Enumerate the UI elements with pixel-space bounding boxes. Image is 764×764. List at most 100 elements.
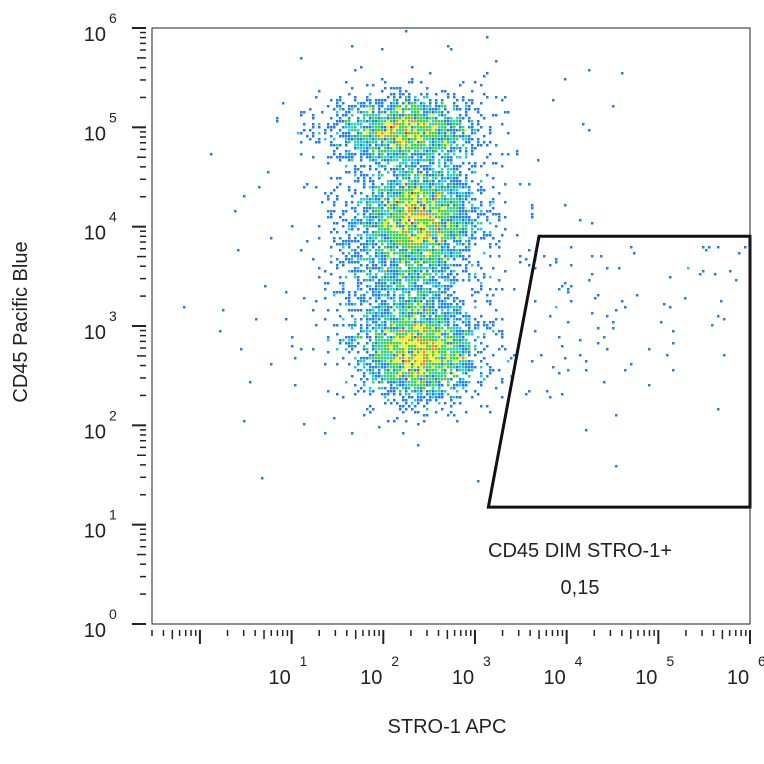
density-dot [480, 372, 483, 375]
density-dot [423, 369, 426, 372]
density-dot [411, 192, 414, 195]
density-dot [417, 291, 420, 294]
density-dot [381, 228, 384, 231]
density-dot [474, 207, 477, 210]
density-dot [444, 288, 447, 291]
density-dot [354, 291, 357, 294]
density-dot [324, 132, 327, 135]
density-dot [312, 117, 315, 120]
density-dot [564, 357, 567, 360]
density-dot [330, 210, 333, 213]
density-dot [465, 153, 468, 156]
density-dot [453, 237, 456, 240]
density-dot [414, 300, 417, 303]
density-dot [453, 312, 456, 315]
density-dot [393, 324, 396, 327]
gate-polygon[interactable] [486, 234, 752, 509]
density-dot [480, 360, 483, 363]
density-dot [384, 165, 387, 168]
density-dot [309, 138, 312, 141]
density-dot [447, 234, 450, 237]
density-dot [396, 174, 399, 177]
density-dot [405, 153, 408, 156]
density-dot [369, 141, 372, 144]
density-dot [324, 270, 327, 273]
density-dot [411, 279, 414, 282]
density-dot [489, 126, 492, 129]
density-dot [435, 192, 438, 195]
density-dot [372, 240, 375, 243]
density-dot [390, 225, 393, 228]
density-dot [393, 378, 396, 381]
density-dot [393, 234, 396, 237]
density-dot [462, 333, 465, 336]
density-dot [447, 285, 450, 288]
density-dot [423, 321, 426, 324]
density-dot [375, 123, 378, 126]
density-dot [369, 324, 372, 327]
density-dot [405, 279, 408, 282]
density-dot [414, 153, 417, 156]
density-dot [429, 354, 432, 357]
density-dot [435, 366, 438, 369]
density-dot [429, 213, 432, 216]
density-dot [381, 207, 384, 210]
density-dot [354, 294, 357, 297]
density-dot [474, 165, 477, 168]
density-dot [438, 198, 441, 201]
density-dot [438, 225, 441, 228]
density-dot [393, 366, 396, 369]
density-dot [363, 177, 366, 180]
density-dot [411, 165, 414, 168]
density-dot [402, 249, 405, 252]
density-dot [432, 339, 435, 342]
density-dot [462, 300, 465, 303]
density-dot [420, 315, 423, 318]
density-dot [414, 159, 417, 162]
density-dot [462, 201, 465, 204]
density-dot [399, 186, 402, 189]
density-dot [471, 102, 474, 105]
density-dot [414, 315, 417, 318]
density-dot [420, 243, 423, 246]
density-dot [429, 366, 432, 369]
density-dot [444, 231, 447, 234]
density-dot [435, 183, 438, 186]
density-dot [408, 240, 411, 243]
density-dot [426, 150, 429, 153]
density-dot [321, 111, 324, 114]
density-dot [375, 249, 378, 252]
density-dot [378, 105, 381, 108]
density-dot [456, 201, 459, 204]
density-dot [348, 246, 351, 249]
density-dot [384, 306, 387, 309]
density-dot [456, 243, 459, 246]
density-dot [219, 330, 222, 333]
density-dot [465, 357, 468, 360]
density-dot [366, 309, 369, 312]
density-dot [387, 342, 390, 345]
density-dot [432, 381, 435, 384]
density-dot [342, 288, 345, 291]
density-dot [300, 348, 303, 351]
density-dot [465, 174, 468, 177]
density-dot [705, 249, 708, 252]
density-dot [438, 147, 441, 150]
density-dot [423, 297, 426, 300]
density-dot [381, 261, 384, 264]
density-dot [405, 321, 408, 324]
density-dot [402, 375, 405, 378]
density-dot [423, 123, 426, 126]
density-dot [432, 312, 435, 315]
density-dot [411, 138, 414, 141]
density-dot [369, 105, 372, 108]
density-dot [402, 240, 405, 243]
density-dot [300, 114, 303, 117]
density-dot [438, 363, 441, 366]
density-dot [360, 138, 363, 141]
density-dot [555, 306, 558, 309]
density-dot [351, 339, 354, 342]
density-dot [435, 390, 438, 393]
density-dot [387, 273, 390, 276]
density-dot [435, 381, 438, 384]
